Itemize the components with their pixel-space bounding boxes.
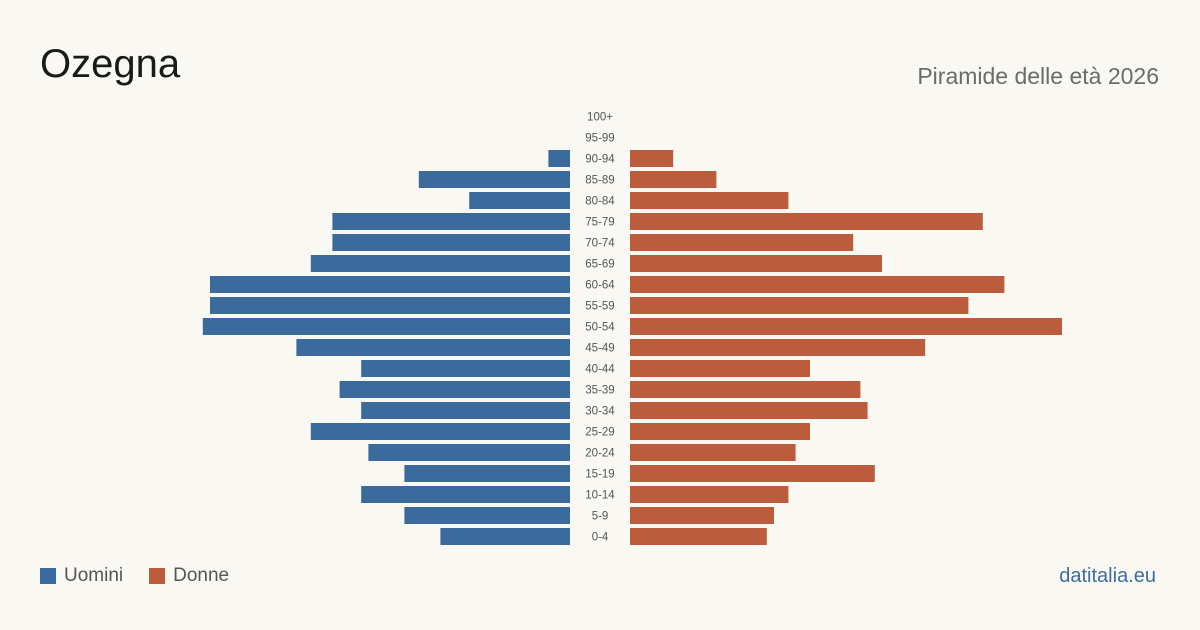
age-label-60-64: 60-64 — [585, 280, 615, 292]
legend-item-female: Donne — [149, 565, 229, 587]
bar-male-35-39 — [339, 381, 570, 398]
age-label-95-99: 95-99 — [585, 133, 614, 145]
chart-title: Ozegna — [40, 42, 181, 86]
age-label-25-29: 25-29 — [585, 427, 614, 439]
age-label-45-49: 45-49 — [585, 343, 614, 355]
age-label-10-14: 10-14 — [585, 490, 615, 502]
age-label-80-84: 80-84 — [585, 196, 615, 208]
bar-female-75-79 — [630, 213, 983, 230]
age-label-50-54: 50-54 — [585, 322, 615, 334]
age-label-40-44: 40-44 — [585, 364, 615, 376]
bar-male-75-79 — [332, 213, 570, 230]
age-label-90-94: 90-94 — [585, 154, 615, 166]
age-label-20-24: 20-24 — [585, 448, 615, 460]
bar-female-40-44 — [630, 360, 810, 377]
bar-male-20-24 — [368, 444, 570, 461]
bar-male-70-74 — [332, 234, 570, 251]
bar-female-90-94 — [630, 150, 674, 167]
brand-link[interactable]: datitalia.eu — [1059, 565, 1156, 587]
bar-female-35-39 — [630, 381, 861, 398]
bar-female-0-4 — [630, 528, 767, 545]
age-label-0-4: 0-4 — [592, 532, 609, 544]
bar-male-85-89 — [418, 171, 570, 188]
age-label-55-59: 55-59 — [585, 301, 614, 313]
bar-male-15-19 — [404, 465, 570, 482]
legend-swatch-female — [149, 568, 166, 584]
bar-male-45-49 — [296, 339, 570, 356]
bar-female-10-14 — [630, 486, 789, 503]
age-label-5-9: 5-9 — [592, 511, 609, 523]
bar-male-10-14 — [361, 486, 570, 503]
bar-female-80-84 — [630, 192, 789, 209]
bar-male-90-94 — [548, 150, 570, 167]
bar-female-55-59 — [630, 297, 969, 314]
bar-male-30-34 — [361, 402, 570, 419]
age-label-15-19: 15-19 — [585, 469, 614, 481]
age-label-30-34: 30-34 — [585, 406, 615, 418]
bar-female-15-19 — [630, 465, 875, 482]
bar-male-50-54 — [202, 318, 571, 335]
age-label-75-79: 75-79 — [585, 217, 614, 229]
bar-female-50-54 — [630, 318, 1062, 335]
bar-male-65-69 — [310, 255, 570, 272]
legend: Uomini Donne — [40, 565, 255, 587]
bar-male-25-29 — [310, 423, 570, 440]
bar-male-80-84 — [469, 192, 570, 209]
bar-male-0-4 — [440, 528, 570, 545]
legend-label-female: Donne — [173, 565, 230, 586]
age-label-70-74: 70-74 — [585, 238, 615, 250]
age-label-85-89: 85-89 — [585, 175, 614, 187]
bar-female-25-29 — [630, 423, 810, 440]
bar-female-30-34 — [630, 402, 868, 419]
bar-female-20-24 — [630, 444, 796, 461]
bar-female-5-9 — [630, 507, 774, 524]
bar-female-60-64 — [630, 276, 1005, 293]
bar-female-65-69 — [630, 255, 882, 272]
age-label-65-69: 65-69 — [585, 259, 614, 271]
bar-male-40-44 — [361, 360, 570, 377]
bar-female-85-89 — [630, 171, 717, 188]
legend-label-male: Uomini — [64, 565, 124, 586]
legend-swatch-male — [40, 568, 56, 584]
bar-male-60-64 — [210, 276, 570, 293]
bar-female-70-74 — [630, 234, 854, 251]
age-label-100+: 100+ — [587, 112, 613, 124]
chart-subtitle: Piramide delle età 2026 — [917, 63, 1159, 89]
age-label-35-39: 35-39 — [585, 385, 614, 397]
bar-female-45-49 — [630, 339, 926, 356]
bar-male-55-59 — [210, 297, 570, 314]
bar-male-5-9 — [404, 507, 570, 524]
legend-item-male: Uomini — [40, 565, 123, 587]
